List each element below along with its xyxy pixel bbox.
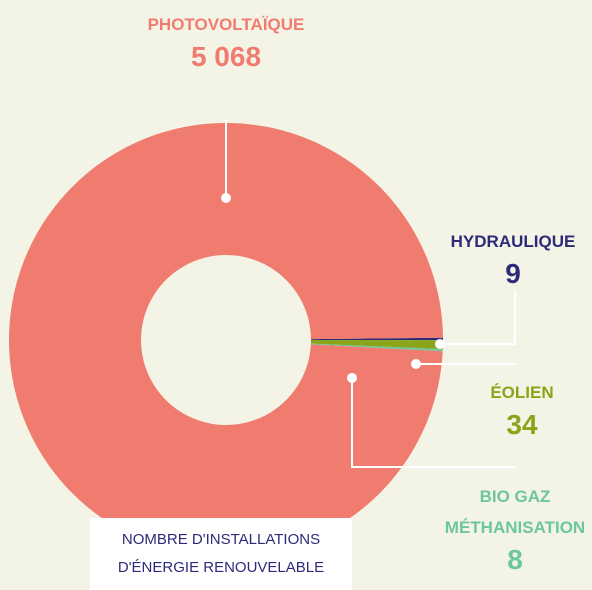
value-label: 8 <box>507 544 523 575</box>
value-label: 9 <box>505 258 521 289</box>
category-name: BIO GAZ MÉTHANISATION <box>444 487 586 537</box>
slice <box>310 337 443 341</box>
leader-dot <box>221 193 231 203</box>
slice-label: BIO GAZ MÉTHANISATION 8 <box>435 481 592 577</box>
slice <box>8 123 443 558</box>
leader-line <box>351 378 515 468</box>
dots <box>221 193 445 383</box>
slice-label: ÉOLIEN 34 <box>422 377 592 442</box>
slice-label: PHOTOVOLTAÏQUE 5 068 <box>76 9 376 74</box>
chart-title: NOMBRE D'INSTALLATIONS D'ÉNERGIE RENOUVE… <box>117 531 325 576</box>
slice-label: HYDRAULIQUE 9 <box>413 226 592 291</box>
slice <box>310 343 443 352</box>
leader-dot <box>347 373 357 383</box>
value-label: 5 068 <box>190 41 262 72</box>
value-label: 34 <box>506 409 538 440</box>
leaders <box>225 120 516 468</box>
category-name: ÉOLIEN <box>490 383 554 402</box>
category-name: HYDRAULIQUE <box>450 232 576 251</box>
category-name: PHOTOVOLTAÏQUE <box>147 15 305 34</box>
slices <box>8 123 443 558</box>
slice <box>310 340 443 350</box>
leader-dot <box>411 359 421 369</box>
leader-line <box>440 290 516 345</box>
title-box: NOMBRE D'INSTALLATIONS D'ÉNERGIE RENOUVE… <box>90 518 352 590</box>
leader-dot <box>435 339 445 349</box>
